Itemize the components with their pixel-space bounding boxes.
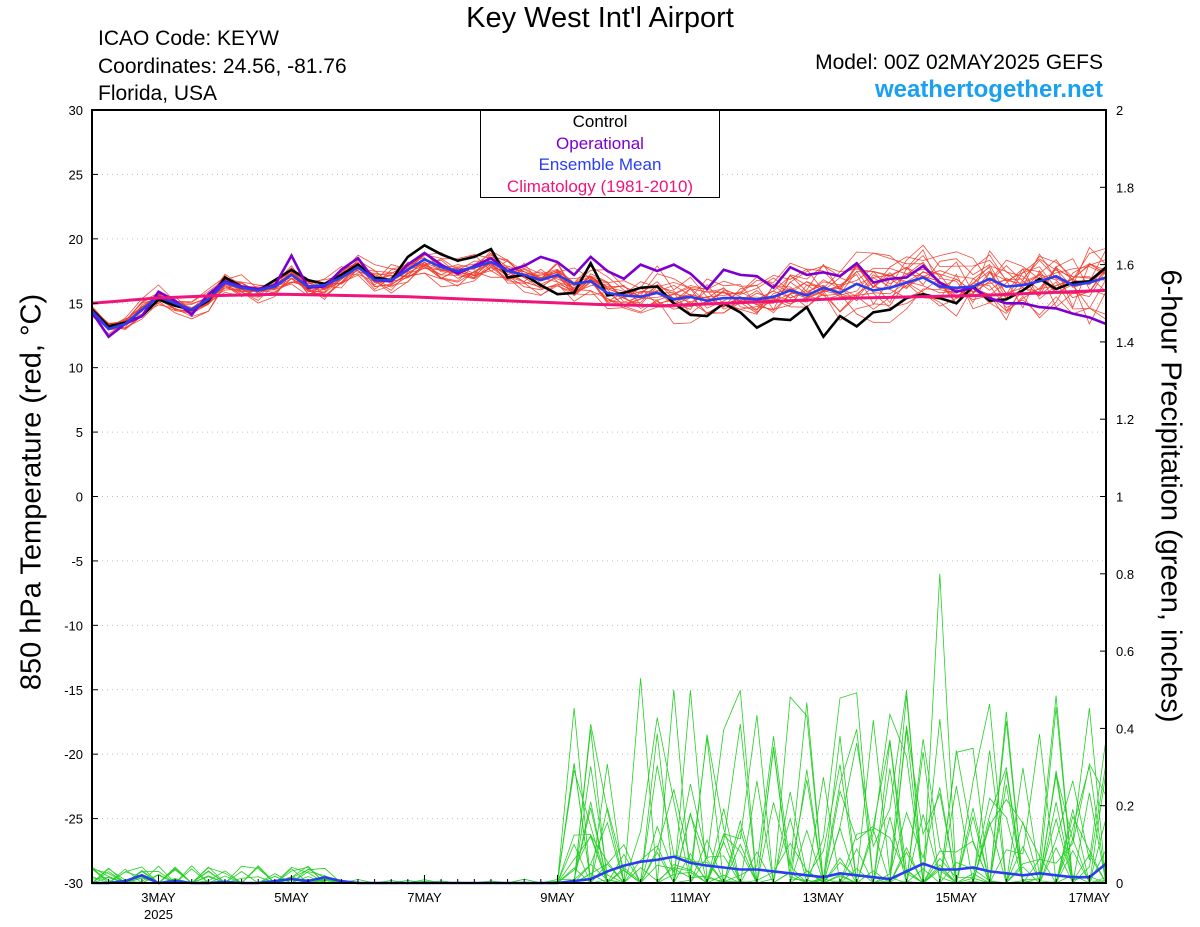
right-tick-label: 0.2 (1116, 799, 1134, 814)
left-tick-label: 15 (69, 296, 83, 311)
grid (92, 173, 1106, 820)
precip-member-line (91, 741, 1106, 885)
left-tick-label: 20 (69, 232, 83, 247)
legend: Control Operational Ensemble Mean Climat… (480, 110, 720, 198)
left-tick-label: -15 (64, 683, 83, 698)
x-tick-label: 7MAY (407, 890, 442, 905)
right-tick-label: 1.6 (1116, 258, 1134, 273)
legend-control: Control (572, 112, 628, 131)
climatology-line (91, 288, 1107, 308)
legend-climatology: Climatology (1981-2010) (506, 176, 694, 196)
left-tick-label: -5 (71, 554, 83, 569)
right-axis-ticks: 2 1.8 1.6 1.4 1.2 1 0.8 0.6 0.4 0.2 0 (1100, 103, 1134, 891)
x-tick-label: 5MAY (274, 890, 309, 905)
left-tick-label: -25 (64, 812, 83, 827)
left-tick-label: -10 (64, 618, 83, 633)
right-tick-label: 1.2 (1116, 412, 1134, 427)
left-tick-label: -30 (64, 876, 83, 891)
icao-code: ICAO Code: KEYW (98, 27, 279, 50)
x-tick-label: 9MAY (540, 890, 575, 905)
legend-ensemble-mean: Ensemble Mean (538, 155, 662, 174)
left-tick-label: 10 (69, 361, 83, 376)
precip-member-line (92, 689, 1107, 884)
x-tick-label: 13MAY (803, 890, 845, 905)
left-tick-label: 25 (69, 167, 83, 182)
x-tick-label: 11MAY (670, 890, 711, 905)
precip-member-line (92, 703, 1107, 884)
right-tick-label: 1.8 (1116, 180, 1134, 195)
left-tick-label: 5 (76, 425, 83, 440)
model-run: Model: 00Z 02MAY2025 GEFS (815, 51, 1103, 74)
x-tick-label: 15MAY (936, 890, 978, 905)
legend-operational: Operational (556, 133, 644, 153)
right-axis-label: 6-hour Precipitation (green, inches) (1154, 269, 1187, 723)
x-tick-label: 3MAY (141, 890, 176, 905)
region: Florida, USA (98, 82, 218, 105)
coordinates: Coordinates: 24.56, -81.76 (98, 55, 347, 78)
precip-member-line (92, 721, 1107, 884)
precip-member-line (92, 678, 1107, 884)
x-tick-label: 17MAY (1069, 890, 1111, 905)
right-tick-label: 0.6 (1116, 644, 1134, 659)
left-tick-label: -20 (64, 747, 83, 762)
site-link[interactable]: weathertogether.net (874, 76, 1103, 103)
left-tick-label: 30 (69, 103, 83, 118)
right-tick-label: 0 (1116, 876, 1123, 891)
right-tick-label: 0.4 (1116, 721, 1134, 736)
main-series-lines (90, 243, 1107, 885)
left-tick-label: 0 (76, 490, 83, 505)
right-tick-label: 2 (1116, 103, 1123, 118)
left-axis-ticks: 30 25 20 15 10 5 0 -5 -10 -15 -20 -25 -30 (64, 103, 98, 891)
x-tick-sublabel: 2025 (144, 907, 173, 922)
left-axis-label: 850 hPa Temperature (red, °C) (15, 293, 48, 691)
precip-member-line (91, 573, 1107, 885)
right-tick-label: 1 (1116, 490, 1123, 505)
right-tick-label: 0.8 (1116, 567, 1134, 582)
right-tick-label: 1.4 (1116, 335, 1134, 350)
page-title: Key West Int'l Airport (466, 2, 734, 34)
precip-member-lines (91, 573, 1107, 885)
precip-member-line (91, 750, 1106, 884)
x-axis-ticks: 3MAY 2025 5MAY 7MAY 9MAY 11MAY 13MAY 15MAY 17MAY (91, 875, 1111, 922)
ensemble-mean-line (91, 257, 1107, 331)
